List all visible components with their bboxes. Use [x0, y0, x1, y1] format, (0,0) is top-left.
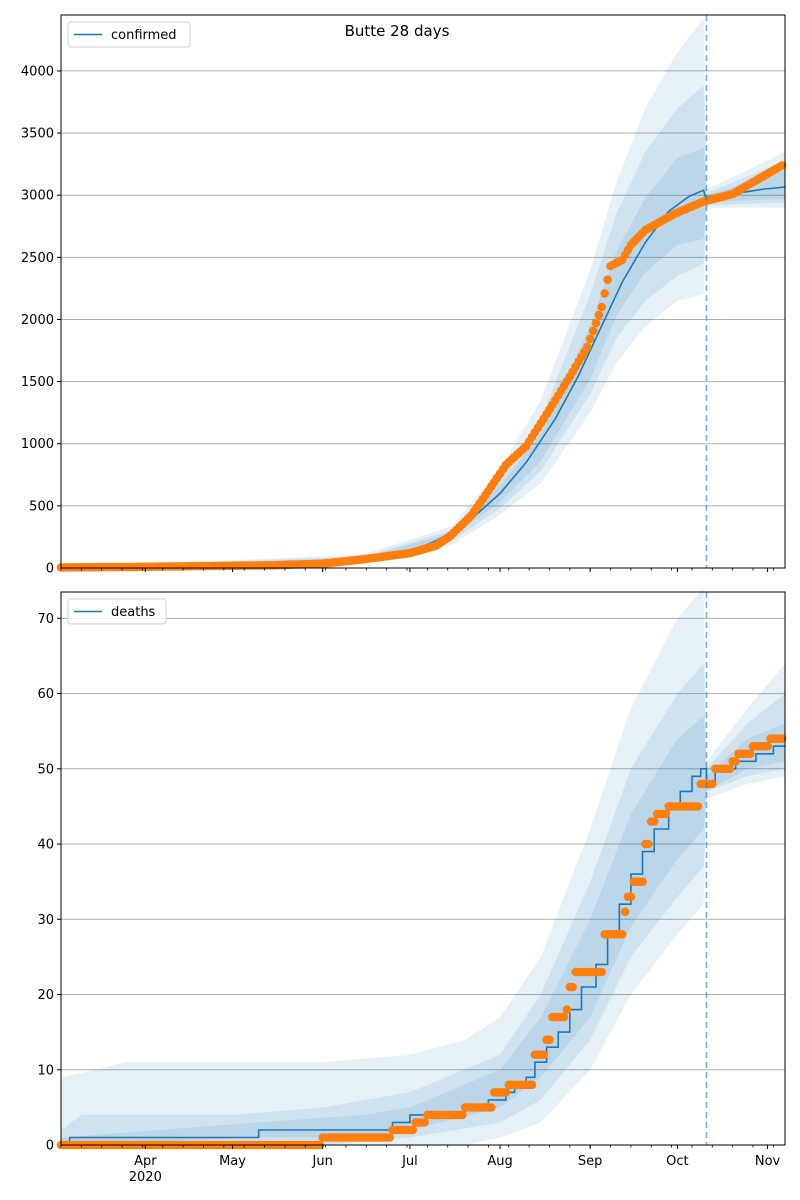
deaths-uncertainty-band [61, 663, 785, 1145]
deaths-observed-point [458, 1110, 467, 1120]
deaths-observed-point [487, 1103, 496, 1112]
deaths-observed-point [626, 892, 636, 901]
confirmed-observed-point [600, 289, 609, 298]
deaths-observed-point [562, 1005, 572, 1014]
deaths-observed-point [661, 809, 671, 819]
x-tick-label: Jun [312, 1154, 333, 1169]
deaths-observed-point [501, 1088, 511, 1097]
confirmed-y-tick-label: 4000 [21, 64, 54, 79]
deaths-observed-point [408, 1125, 418, 1135]
confirmed-y-tick-label: 1000 [21, 437, 54, 452]
x-tick-label: May [219, 1154, 246, 1169]
x-tick-label: Aug [487, 1154, 512, 1169]
x-tick-label: Jul [401, 1154, 418, 1169]
deaths-observed-point [693, 802, 703, 811]
x-tick-label: Sep [578, 1154, 603, 1169]
deaths-observed-point [420, 1118, 429, 1127]
confirmed-y-tick-label: 3000 [21, 189, 54, 204]
deaths-axes-frame [60, 591, 786, 1146]
deaths-y-tick-label: 60 [37, 687, 54, 702]
deaths-y-tick-label: 50 [37, 762, 54, 777]
deaths-observed-point [597, 967, 607, 977]
deaths-observed-point [617, 930, 627, 939]
deaths-observed-point [539, 1050, 548, 1059]
confirmed-observed-point [588, 326, 598, 336]
confirmed-observed-point [594, 310, 604, 320]
deaths-y-tick-label: 40 [37, 838, 54, 853]
confirmed-y-tick-label: 500 [29, 499, 54, 514]
x-tick-sublabel: 2020 [129, 1170, 162, 1185]
deaths-observed-point [708, 779, 717, 789]
deaths-observed-point [620, 907, 630, 917]
confirmed-y-tick-label: 3500 [21, 127, 54, 142]
confirmed-observed-point [597, 302, 607, 312]
confirmed-y-tick-label: 2000 [21, 313, 54, 328]
deaths-observed-point [725, 764, 735, 774]
deaths-observed-point [385, 1133, 394, 1142]
deaths-observed-point [731, 757, 740, 766]
confirmed-y-tick-label: 1500 [21, 375, 54, 390]
deaths-observed-point [545, 1035, 554, 1044]
confirmed-legend-box [67, 21, 191, 48]
confirmed-observed-point [603, 275, 612, 285]
deaths-observed-point [559, 1012, 569, 1022]
chart-title: Butte 28 days [345, 22, 450, 40]
confirmed-axes-frame [60, 14, 786, 569]
deaths-observed-point [745, 749, 755, 759]
deaths-observed-point [777, 734, 787, 743]
deaths-observed-point [638, 877, 647, 886]
deaths-observed-point [763, 741, 772, 751]
confirmed-y-tick-label: 2500 [21, 251, 54, 266]
deaths-observed-point [644, 839, 653, 849]
x-tick-label: Apr [134, 1154, 157, 1169]
confirmed-legend-label: confirmed [111, 28, 177, 43]
deaths-observed-point [527, 1080, 537, 1090]
deaths-y-tick-label: 30 [37, 913, 54, 928]
deaths-observed-point [568, 982, 577, 992]
confirmed-panel: 0 500 1000 1500 2000 2500 3000 3500 4000 confirme… [21, 14, 787, 577]
x-tick-label: Oct [666, 1154, 688, 1169]
deaths-y-tick-label: 20 [37, 988, 54, 1003]
deaths-y-tick-label: 10 [37, 1063, 54, 1078]
confirmed-uncertainty-band [61, 85, 785, 569]
confirmed-observed-point [583, 342, 592, 352]
confirmed-observed-point [777, 161, 787, 170]
deaths-legend-label: deaths [111, 605, 156, 620]
deaths-y-tick-label: 0 [46, 1139, 54, 1154]
confirmed-y-tick-label: 0 [46, 562, 54, 577]
deaths-legend-box [67, 598, 167, 625]
deaths-y-tick-label: 70 [37, 612, 54, 627]
confirmed-observed-point [585, 334, 595, 344]
deaths-uncertainty-band [61, 588, 785, 1145]
x-tick-label: Nov [755, 1154, 781, 1169]
confirmed-uncertainty-band [61, 18, 785, 568]
deaths-observed-point [649, 817, 659, 826]
confirmed-observed-point [591, 318, 601, 328]
